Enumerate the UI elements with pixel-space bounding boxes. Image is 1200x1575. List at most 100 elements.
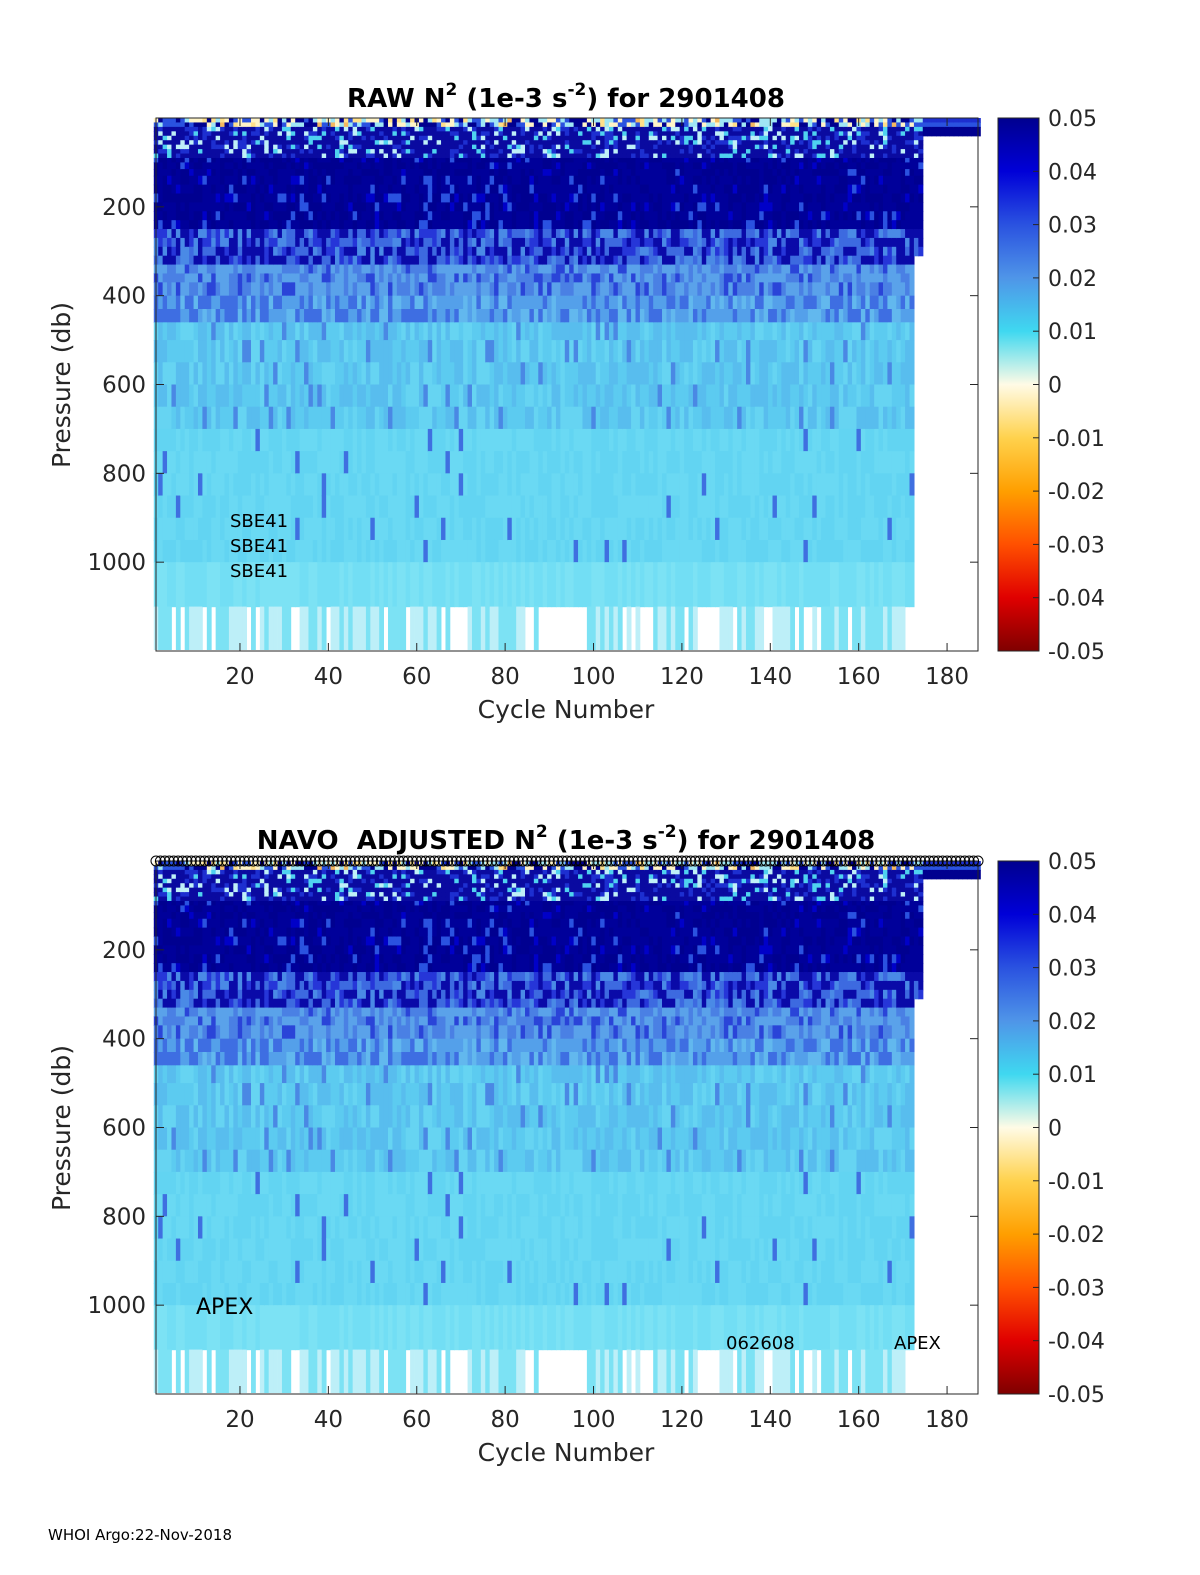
- heatmap-cell: [317, 295, 323, 310]
- heatmap-cell: [582, 175, 588, 186]
- heatmap-cell: [648, 406, 654, 430]
- heatmap-cell: [666, 126, 672, 132]
- heatmap-cell: [228, 237, 234, 248]
- heatmap-cell: [268, 157, 274, 164]
- heatmap-cell: [560, 451, 566, 474]
- heatmap-cell: [220, 126, 226, 132]
- heatmap-cell: [458, 428, 464, 452]
- heatmap-cell: [675, 384, 681, 408]
- heatmap-cell: [365, 362, 371, 386]
- heatmap-cell: [158, 384, 164, 408]
- heatmap-cell: [454, 264, 460, 275]
- heatmap-cell: [299, 282, 305, 297]
- heatmap-cell: [617, 211, 623, 221]
- heatmap-cell: [162, 131, 168, 137]
- heatmap-cell: [613, 273, 619, 283]
- heatmap-cell: [343, 202, 349, 212]
- heatmap-cell: [600, 202, 606, 212]
- heatmap-cell: [334, 539, 341, 563]
- heatmap-cell: [569, 193, 575, 203]
- heatmap-cell: [357, 428, 363, 452]
- heatmap-cell: [604, 184, 610, 195]
- heatmap-cell: [418, 428, 424, 452]
- heatmap-cell: [458, 122, 464, 128]
- heatmap-cell: [573, 322, 579, 341]
- heatmap-cell: [423, 384, 429, 408]
- heatmap-cell: [370, 539, 376, 563]
- heatmap-cell: [538, 517, 544, 541]
- heatmap-cell: [613, 539, 619, 563]
- heatmap-cell: [379, 562, 385, 608]
- heatmap-cell: [476, 451, 482, 474]
- heatmap-cell: [330, 149, 336, 155]
- heatmap-cell: [162, 340, 168, 363]
- heatmap-cell: [357, 362, 363, 386]
- heatmap-cell: [370, 246, 376, 257]
- heatmap-cell: [304, 606, 309, 650]
- heatmap-cell: [277, 246, 283, 257]
- heatmap-cell: [295, 162, 301, 170]
- heatmap-cell: [608, 406, 615, 430]
- heatmap-cell: [635, 246, 641, 257]
- heatmap-cell: [564, 211, 570, 221]
- heatmap-cell: [405, 246, 411, 257]
- heatmap-cell: [290, 135, 296, 141]
- heatmap-cell: [228, 175, 234, 186]
- heatmap-cell: [617, 135, 623, 141]
- heatmap-cell: [467, 246, 473, 257]
- heatmap-cell: [608, 220, 615, 230]
- heatmap-cell: [662, 282, 668, 297]
- heatmap-cell: [666, 264, 672, 275]
- heatmap-cell: [578, 149, 584, 155]
- heatmap-cell: [410, 126, 416, 132]
- heatmap-cell: [595, 118, 601, 124]
- heatmap-cell: [410, 157, 416, 164]
- heatmap-cell: [595, 308, 601, 323]
- heatmap-cell: [666, 362, 672, 386]
- heatmap-cell: [228, 184, 234, 195]
- heatmap-cell: [511, 237, 517, 248]
- heatmap-cell: [228, 169, 234, 177]
- heatmap-cell: [529, 308, 535, 323]
- heatmap-cell: [273, 428, 279, 452]
- heatmap-cell: [675, 340, 681, 363]
- heatmap-cell: [321, 308, 327, 323]
- heatmap-cell: [631, 282, 637, 297]
- heatmap-cell: [242, 606, 247, 650]
- heatmap-cell: [454, 246, 460, 257]
- heatmap-cell: [670, 131, 676, 137]
- heatmap-cell: [436, 237, 442, 248]
- heatmap-cell: [184, 122, 190, 128]
- heatmap-cell: [220, 340, 226, 363]
- heatmap-cell: [158, 193, 164, 203]
- heatmap-cell: [312, 229, 318, 239]
- heatmap-cell: [259, 606, 265, 650]
- heatmap-cell: [180, 202, 186, 212]
- heatmap-cell: [573, 126, 579, 132]
- heatmap-cell: [586, 202, 592, 212]
- heatmap-cell: [277, 157, 283, 164]
- heatmap-cell: [317, 126, 323, 132]
- heatmap-cell: [162, 162, 168, 170]
- heatmap-cell: [193, 229, 199, 239]
- heatmap-cell: [418, 406, 424, 430]
- heatmap-cell: [193, 153, 199, 159]
- heatmap-cell: [361, 295, 367, 310]
- heatmap-cell: [538, 157, 544, 164]
- heatmap-cell: [370, 237, 376, 248]
- heatmap-cell: [595, 517, 601, 541]
- heatmap-cell: [224, 322, 230, 341]
- heatmap-cell: [454, 539, 460, 563]
- heatmap-cell: [343, 144, 349, 150]
- heatmap-cell: [410, 406, 416, 430]
- heatmap-cell: [604, 153, 610, 159]
- heatmap-cell: [578, 322, 584, 341]
- heatmap-cell: [564, 175, 570, 186]
- heatmap-cell: [467, 229, 473, 239]
- heatmap-cell: [317, 362, 323, 386]
- heatmap-cell: [401, 202, 407, 212]
- heatmap-cell: [662, 229, 668, 239]
- heatmap-cell: [516, 282, 522, 297]
- heatmap-cell: [441, 202, 447, 212]
- heatmap-cell: [215, 144, 221, 150]
